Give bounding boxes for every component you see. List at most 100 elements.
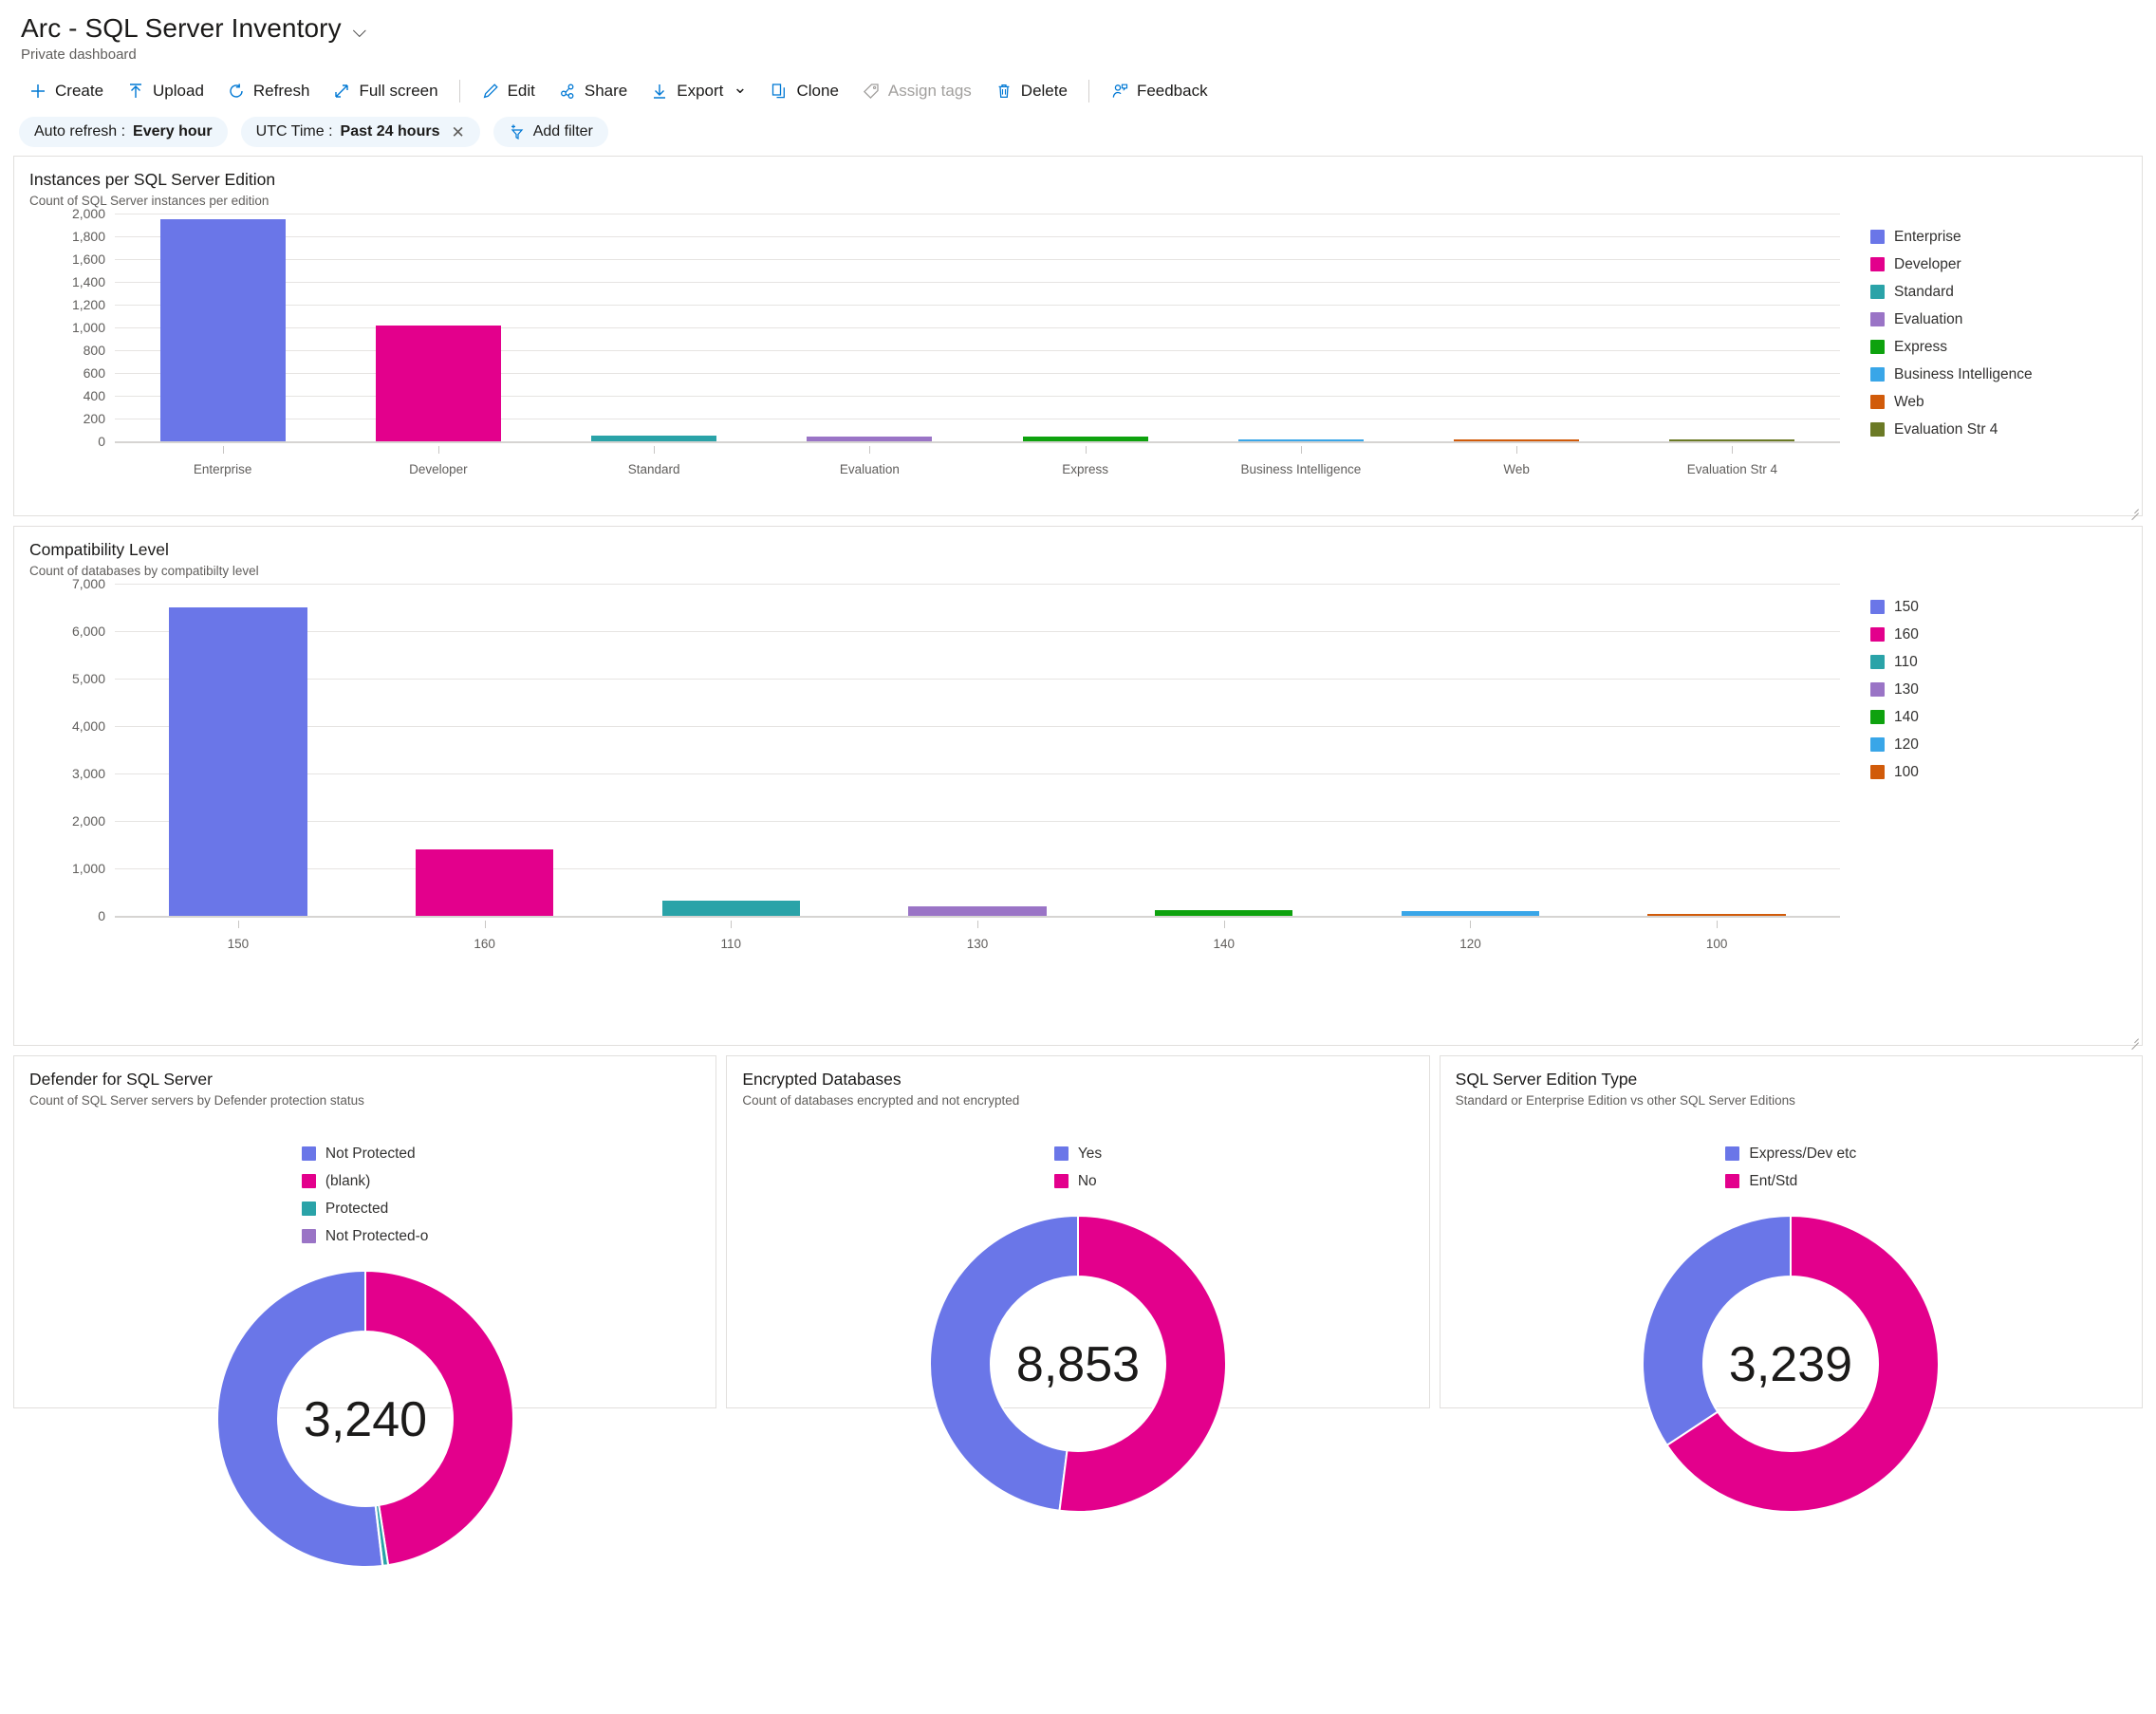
tile-title: Compatibility Level (29, 540, 169, 559)
y-axis-tick-label: 7,000 (71, 576, 105, 591)
toolbar-separator (1087, 80, 1089, 102)
legend-item[interactable]: 140 (1870, 703, 2132, 731)
x-axis-labels: Enterprise Developer Standard Evaluation Exp… (115, 446, 1840, 476)
bar-business-intelligence[interactable] (1237, 439, 1364, 441)
bar-130[interactable] (908, 906, 1047, 916)
bar-express[interactable] (1022, 437, 1148, 441)
toolbar-feedback-button[interactable]: Feedback (1099, 76, 1219, 106)
legend-item[interactable]: Standard (1870, 278, 2132, 306)
legend-swatch (1870, 285, 1885, 299)
bar-160[interactable] (415, 849, 554, 916)
legend-item[interactable]: Enterprise (1870, 223, 2132, 251)
bar-slot (1409, 214, 1625, 441)
dashboard-tiles: Instances per SQL Server Edition Count o… (0, 148, 2156, 1568)
donut-slice-1[interactable] (1665, 1214, 1941, 1513)
legend-item[interactable]: Evaluation (1870, 306, 2132, 333)
tile-instances-per-edition: Instances per SQL Server Edition Count o… (13, 156, 2143, 516)
y-axis-tick-label: 2,000 (71, 206, 105, 221)
legend-swatch (301, 1174, 316, 1188)
y-axis-tick-label: 200 (83, 411, 105, 426)
bar-110[interactable] (661, 900, 801, 916)
donut-slice-1[interactable] (363, 1269, 514, 1567)
legend-item[interactable]: Not Protected (301, 1140, 429, 1167)
legend-label: Web (1894, 393, 1924, 410)
donut-chart: 8,853 (727, 1204, 1428, 1513)
bar-developer[interactable] (375, 326, 501, 441)
y-axis-tick-label: 1,000 (71, 861, 105, 876)
bar-web[interactable] (1454, 439, 1580, 441)
bar-enterprise[interactable] (159, 219, 286, 441)
legend-item[interactable]: (blank) (301, 1167, 429, 1195)
legend-item[interactable]: Not Protected-o (301, 1222, 428, 1250)
donut-slice-0[interactable] (215, 1269, 383, 1568)
toolbar-clone-button[interactable]: Clone (758, 76, 849, 106)
legend-label: No (1077, 1172, 1097, 1189)
bar-100[interactable] (1647, 914, 1786, 916)
bar-150[interactable] (169, 607, 307, 916)
x-axis-tick-label: Express (977, 446, 1193, 476)
legend-item[interactable]: 120 (1870, 731, 2132, 758)
legend-swatch (1870, 600, 1885, 614)
legend-item[interactable]: Business Intelligence (1870, 361, 2132, 388)
toolbar-upload-button[interactable]: Upload (115, 76, 215, 106)
bar-standard[interactable] (591, 436, 717, 441)
y-axis-tick-label: 2,000 (71, 813, 105, 829)
toolbar-edit-button[interactable]: Edit (470, 76, 547, 106)
tile-header: Defender for SQL Server Count of SQL Ser… (14, 1056, 716, 1108)
bar-slot (977, 214, 1193, 441)
toolbar-item-label: Full screen (359, 82, 438, 100)
trash-icon (994, 82, 1013, 101)
legend-label: Express (1894, 338, 1947, 355)
bar-evaluation[interactable] (807, 436, 933, 441)
add-filter-label: Add filter (532, 123, 593, 140)
legend-item[interactable]: Express/Dev etc (1725, 1140, 1856, 1167)
bar-120[interactable] (1401, 910, 1540, 916)
toolbar-create-button[interactable]: Create (17, 76, 115, 106)
auto-refresh-filter[interactable]: Auto refresh : Every hour (19, 117, 228, 147)
gridline (115, 350, 1840, 351)
legend-item[interactable]: Ent/Std (1725, 1167, 1856, 1195)
legend-item[interactable]: 150 (1870, 593, 2132, 621)
x-axis-tick-label: Web (1409, 446, 1625, 476)
chevron-down-icon[interactable]: ⌵ (352, 21, 367, 42)
legend-item[interactable]: Protected (301, 1195, 429, 1222)
legend-item[interactable]: 160 (1870, 621, 2132, 648)
gridline (115, 259, 1840, 260)
toolbar-full-screen-button[interactable]: Full screen (321, 76, 449, 106)
legend-label: 150 (1894, 598, 1919, 615)
legend-item[interactable]: 110 (1870, 648, 2132, 676)
legend-swatch (1870, 627, 1885, 642)
legend-item[interactable]: Yes (1053, 1140, 1102, 1167)
donut-slice-0[interactable] (928, 1214, 1079, 1512)
bar-evaluation-str-4[interactable] (1669, 439, 1795, 441)
legend-item[interactable]: Web (1870, 388, 2132, 416)
tile-header: Compatibility Level Count of databases b… (14, 527, 2142, 578)
y-axis-tick-label: 1,200 (71, 297, 105, 312)
donut-slice-1[interactable] (1058, 1214, 1227, 1513)
toolbar-delete-button[interactable]: Delete (983, 76, 1079, 106)
legend-item[interactable]: 100 (1870, 758, 2132, 786)
close-icon[interactable]: ✕ (451, 122, 465, 141)
add-filter-button[interactable]: Add filter (493, 117, 608, 147)
toolbar-export-button[interactable]: Export ⌄ (639, 76, 758, 107)
gridline (115, 916, 1840, 918)
legend-item[interactable]: Express (1870, 333, 2132, 361)
legend-item[interactable]: Developer (1870, 251, 2132, 278)
legend-swatch (1870, 257, 1885, 271)
time-range-filter[interactable]: UTC Time : Past 24 hours ✕ (240, 117, 480, 147)
legend-label: 100 (1894, 763, 1919, 780)
y-axis-tick-label: 800 (83, 343, 105, 358)
donut-slice-3[interactable] (374, 1504, 384, 1568)
toolbar-refresh-button[interactable]: Refresh (215, 76, 322, 106)
donut-slice-0[interactable] (1642, 1214, 1793, 1447)
bar-140[interactable] (1155, 909, 1293, 916)
legend-item[interactable]: No (1053, 1167, 1102, 1195)
resize-grip[interactable] (2128, 502, 2139, 513)
legend-item[interactable]: 130 (1870, 676, 2132, 703)
filter-bar: Auto refresh : Every hour UTC Time : Pas… (0, 106, 2156, 148)
resize-grip[interactable] (2128, 1032, 2139, 1043)
toolbar-share-button[interactable]: Share (547, 76, 639, 106)
chevron-down-icon[interactable]: ⌄ (733, 77, 748, 97)
legend-item[interactable]: Evaluation Str 4 (1870, 416, 2132, 443)
bar-slot (547, 214, 762, 441)
